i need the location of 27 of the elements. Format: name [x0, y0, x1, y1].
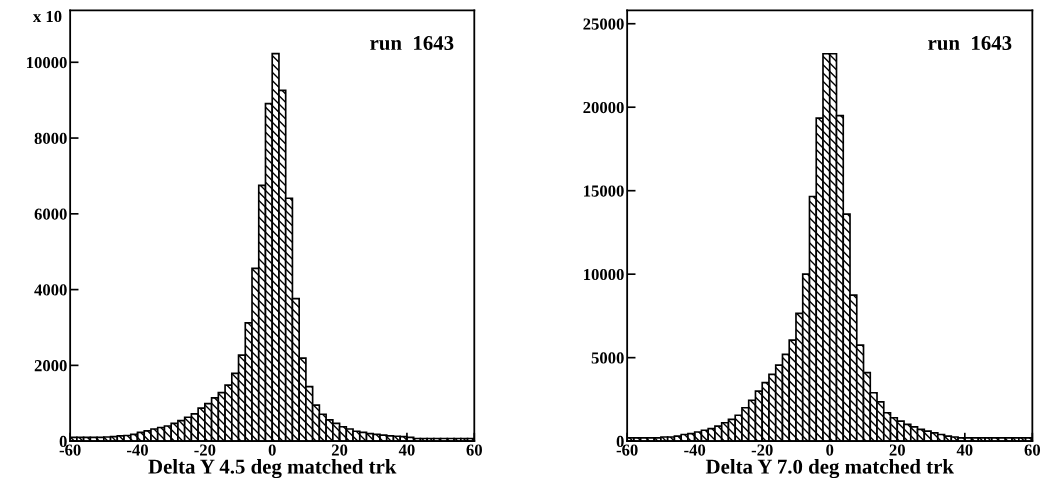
y-tick-label: 5000: [591, 352, 624, 364]
y-tick-label: 20000: [583, 101, 624, 114]
y-tick-label: 10000: [27, 56, 67, 69]
x-tick-label: 60: [1024, 444, 1041, 456]
x-tick-label: -20: [751, 444, 773, 456]
y-tick-label: 10000: [584, 268, 624, 281]
y-tick-label: 4000: [34, 284, 67, 296]
text: x 10: [32, 10, 62, 23]
y-tick-label: 2000: [34, 360, 67, 372]
x-tick-label: 20: [331, 444, 348, 456]
annotation: run 1643: [928, 36, 1012, 51]
x-axis-title: Delta Y 4.5 deg matched trk: [148, 459, 397, 479]
y-tick-label: 6000: [34, 208, 67, 220]
x-tick-label: -40: [684, 444, 706, 456]
x-tick-label: 0: [826, 444, 834, 456]
y-tick-label: 15000: [584, 185, 624, 197]
x-tick-label: -20: [194, 444, 216, 456]
x-tick-label: 60: [466, 444, 482, 456]
x-tick-label: 40: [956, 444, 973, 456]
x-tick-label: 40: [398, 444, 415, 456]
x-axis-title: Delta Y 7.0 deg matched trk: [705, 459, 954, 479]
annotation: run 1643: [370, 36, 454, 51]
x-tick-label: 20: [889, 444, 905, 456]
x-tick-label: -40: [127, 444, 148, 456]
y-tick-label: 8000: [34, 132, 67, 144]
y-tick-label: 25000: [583, 18, 624, 30]
x-tick-label: 0: [268, 444, 276, 456]
